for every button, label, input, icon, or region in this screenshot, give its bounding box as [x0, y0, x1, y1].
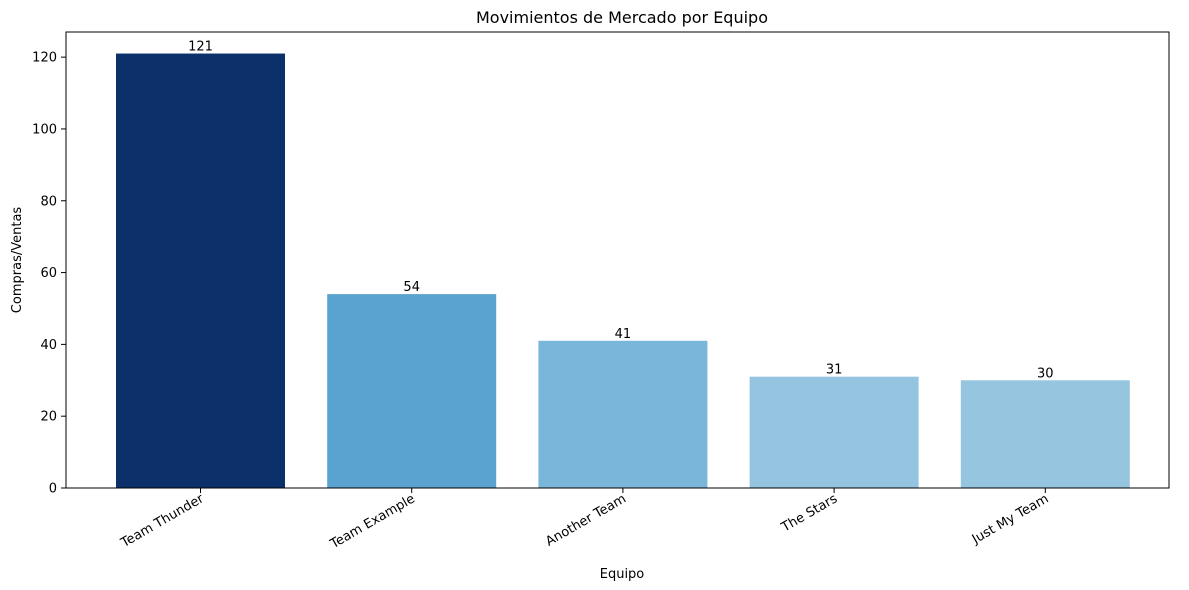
bar-3	[749, 376, 919, 488]
data-label-3: 31	[826, 363, 843, 378]
x-axis-title: Equipo	[600, 567, 645, 582]
y-tick-label-2: 40	[40, 338, 57, 353]
bar-0	[116, 53, 285, 489]
y-axis-title: Compras/Ventas	[10, 207, 25, 314]
data-label-0: 121	[188, 40, 213, 55]
y-tick-label-1: 20	[40, 410, 57, 425]
bar-2	[538, 340, 708, 488]
bar-1	[327, 294, 497, 488]
bar-4	[960, 380, 1130, 488]
y-tick-label-4: 80	[40, 194, 57, 209]
chart-title: Movimientos de Mercado por Equipo	[476, 8, 768, 27]
y-tick-label-6: 120	[32, 51, 57, 66]
y-axis: 0 20 40 60 80 100 120	[32, 51, 66, 497]
data-label-2: 41	[615, 327, 632, 342]
y-tick-label-5: 100	[32, 122, 57, 137]
data-label-1: 54	[403, 280, 420, 295]
plot-frame	[65, 31, 1170, 489]
bars-layer: 121 54 41 31 30	[116, 40, 1130, 489]
data-label-4: 30	[1037, 366, 1054, 381]
y-tick-label-3: 60	[40, 266, 57, 281]
y-tick-label-0: 0	[49, 482, 57, 497]
